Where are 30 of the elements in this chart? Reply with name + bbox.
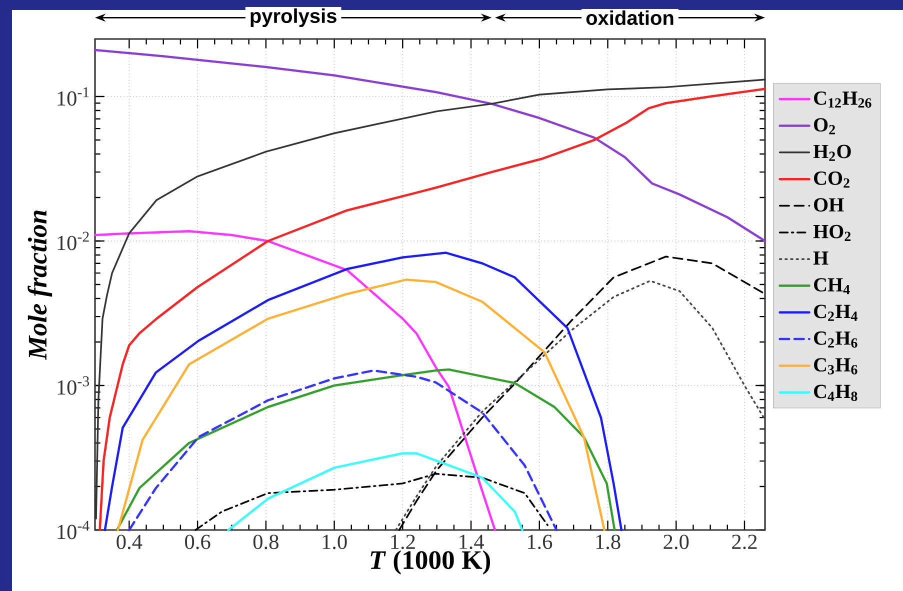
x-tick-label: 1.0 xyxy=(322,534,347,550)
legend-label: CO$_{2}$ xyxy=(814,171,850,188)
y-tick-label: 10$^{-4}$ xyxy=(58,520,90,540)
y-tick-label: 10$^{-3}$ xyxy=(58,376,90,395)
legend-label: CH$_{4}$ xyxy=(814,278,850,294)
y-tick-label: 10$^{-2}$ xyxy=(58,232,89,250)
x-tick-label: 0.6 xyxy=(185,534,210,550)
legend-label: OH xyxy=(814,198,844,212)
text: pyrolysis xyxy=(250,8,336,27)
x-tick-label: 1.2 xyxy=(391,534,415,550)
x-tick-label: 1.4 xyxy=(460,534,484,550)
legend-label: C$_{2}$H$_{4}$ xyxy=(814,304,858,321)
y-axis-title: Mole fraction xyxy=(28,210,52,360)
x-tick-label: 0.4 xyxy=(116,534,142,550)
x-axis-title: T (1000 K) xyxy=(370,550,490,574)
x-tick-label: 1.8 xyxy=(596,534,620,550)
legend-label: C$_{12}$H$_{26}$ xyxy=(814,91,872,108)
legend-label: HO$_{2}$ xyxy=(813,224,851,241)
legend-label: C$_{2}$H$_{6}$ xyxy=(814,331,858,348)
y-tick-label: 10$^{-1}$ xyxy=(58,87,89,106)
text: oxidation xyxy=(586,10,674,26)
x-tick-label: 2.2 xyxy=(732,534,757,550)
legend-label: C$_{3}$H$_{6}$ xyxy=(814,358,858,374)
x-tick-label: 1.6 xyxy=(528,534,552,550)
legend-label: C$_{4}$H$_{8}$ xyxy=(814,384,858,402)
x-tick-label: 2.0 xyxy=(664,534,689,550)
legend-label: O$_{2}$ xyxy=(814,118,835,134)
legend-label: H xyxy=(813,252,828,265)
x-tick-label: 0.8 xyxy=(253,534,278,550)
legend-label: H$_{2}$O xyxy=(813,144,851,161)
